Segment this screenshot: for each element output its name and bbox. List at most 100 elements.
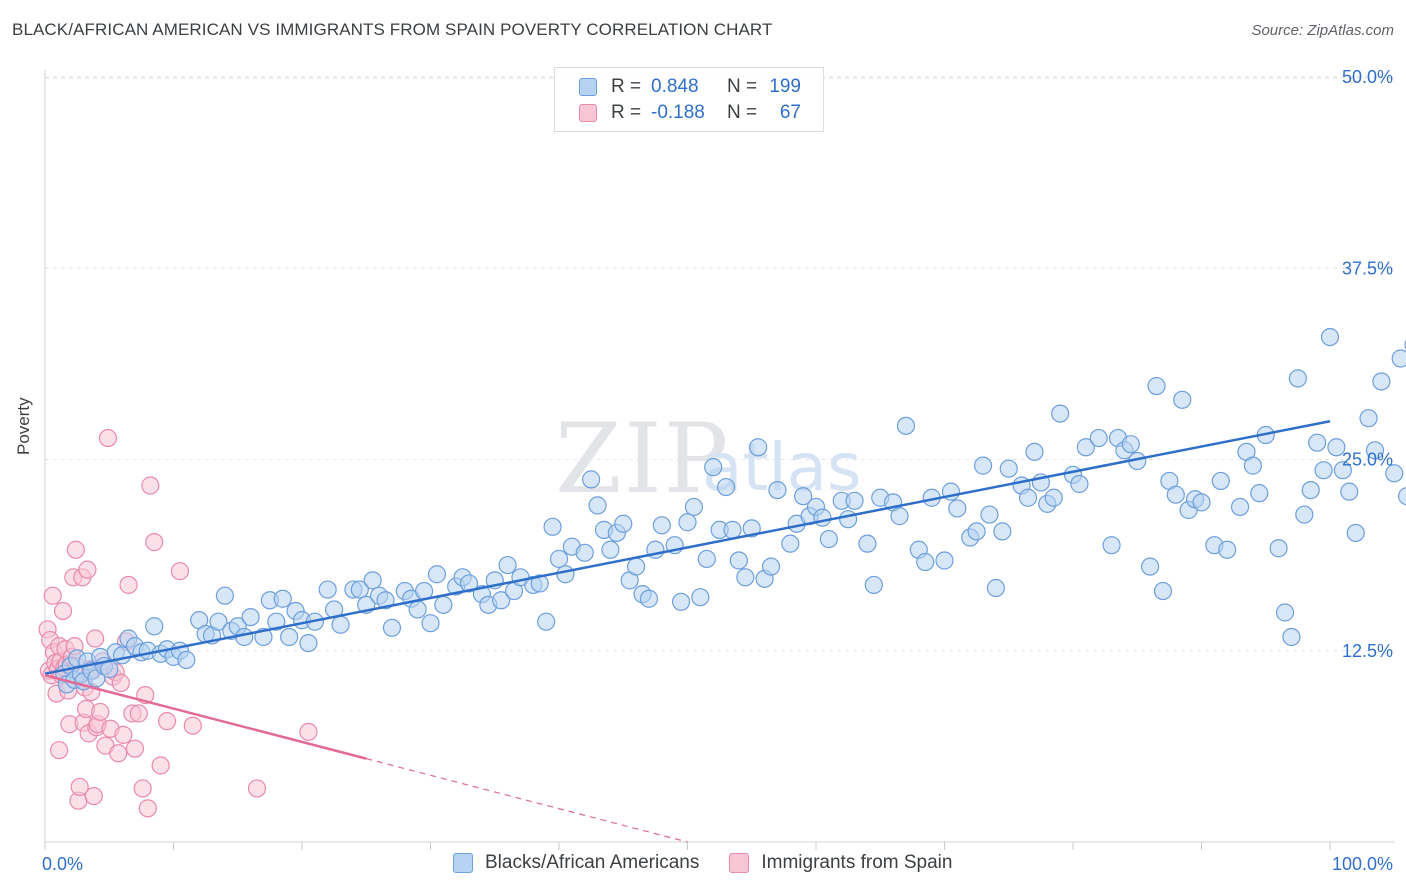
data-point-blacks: [948, 499, 967, 518]
data-point-blacks: [1385, 464, 1404, 483]
legend-row-pink: R = -0.188 N = 67: [579, 101, 801, 125]
data-point-spain: [129, 704, 148, 723]
data-point-blacks: [1301, 481, 1320, 500]
data-point-blacks: [1391, 349, 1406, 368]
correlation-legend: R = 0.848 N = 199 R = -0.188 N = 67: [554, 67, 824, 132]
data-point-spain: [53, 601, 73, 621]
data-point-blacks: [761, 557, 781, 576]
data-point-blacks: [421, 614, 440, 633]
data-point-blacks: [1320, 328, 1340, 347]
data-point-blacks: [273, 589, 292, 608]
data-point-blacks: [935, 551, 954, 570]
data-point-blacks: [671, 592, 691, 611]
data-point-spain: [70, 777, 89, 797]
data-point-spain: [66, 540, 85, 559]
data-point-blacks: [427, 565, 447, 584]
data-point-blacks: [980, 505, 999, 524]
data-point-blacks: [749, 438, 768, 457]
data-point-blacks: [459, 574, 479, 593]
data-point-blacks: [530, 574, 549, 593]
data-point-blacks: [209, 612, 228, 631]
legend-swatch-blue: [579, 78, 597, 96]
x-tick-label-min: 0.0%: [42, 854, 83, 874]
data-point-blacks: [543, 517, 562, 536]
legend-n-value: 67: [779, 102, 801, 123]
data-point-blacks: [614, 514, 633, 533]
legend-r-label: R =: [611, 102, 642, 123]
data-point-blacks: [864, 575, 883, 595]
data-point-blacks: [588, 496, 607, 515]
data-point-blacks: [299, 633, 318, 653]
data-point-blacks: [1372, 372, 1391, 391]
data-point-blacks: [1398, 487, 1406, 506]
data-point-blacks: [858, 534, 877, 553]
data-point-blacks: [794, 487, 813, 506]
legend-n-label: N =: [727, 102, 758, 123]
data-point-blacks: [1153, 581, 1173, 601]
data-point-blacks: [1295, 505, 1314, 524]
data-point-spain: [170, 562, 190, 581]
data-point-blacks: [813, 508, 832, 527]
data-point-blacks: [582, 470, 601, 489]
series-legend-item-spain: Immigrants from Spain: [729, 852, 952, 874]
data-point-blacks: [215, 586, 234, 605]
data-point-blacks: [280, 627, 299, 647]
data-point-blacks: [241, 607, 260, 627]
data-point-blacks: [408, 600, 427, 619]
data-point-blacks: [1346, 523, 1365, 543]
data-point-blacks: [1340, 482, 1359, 501]
data-point-blacks: [716, 477, 736, 497]
data-point-spain: [141, 476, 160, 495]
data-point-blacks: [678, 513, 697, 532]
legend-r-value: -0.188: [651, 102, 705, 123]
data-point-blacks: [376, 591, 395, 610]
data-point-blacks: [742, 519, 761, 538]
legend-swatch-pink: [579, 104, 597, 122]
source-label: Source: ZipAtlas.com: [1251, 22, 1394, 39]
data-point-blacks: [691, 588, 710, 607]
data-point-blacks: [318, 580, 337, 599]
y-tick-label: 37.5%: [1342, 258, 1393, 278]
data-point-blacks: [839, 510, 858, 529]
data-point-blacks: [1166, 485, 1185, 504]
legend-n-value: 199: [769, 76, 801, 97]
grid-layer: [45, 76, 1395, 652]
data-point-spain: [133, 779, 152, 798]
data-point-spain: [125, 739, 145, 758]
data-point-blacks: [1282, 627, 1301, 647]
data-point-blacks: [1147, 376, 1166, 396]
watermark-zip: ZIP: [555, 403, 730, 515]
data-point-blacks: [1044, 488, 1063, 507]
data-point-blacks: [267, 612, 286, 631]
data-point-blacks: [697, 549, 716, 569]
data-point-blacks: [1365, 441, 1385, 460]
legend-n-label: N =: [727, 76, 758, 97]
data-point-blacks: [1288, 369, 1307, 388]
data-point-blacks: [1269, 539, 1288, 558]
data-point-blacks: [1089, 428, 1108, 448]
data-point-blacks: [626, 557, 646, 576]
data-point-blacks: [382, 618, 402, 637]
data-point-blacks: [1102, 536, 1121, 555]
data-point-blacks: [1173, 390, 1192, 409]
data-point-spain: [109, 744, 128, 763]
data-point-blacks: [999, 459, 1018, 478]
data-point-blacks: [1211, 471, 1230, 491]
data-point-spain: [50, 741, 69, 760]
data-point-blacks: [575, 543, 594, 562]
data-point-spain: [151, 756, 170, 775]
trend-line-blacks: [44, 420, 1331, 675]
data-point-blacks: [723, 520, 742, 539]
data-point-blacks: [1359, 409, 1378, 428]
data-point-blacks: [498, 555, 517, 575]
data-point-spain: [114, 725, 133, 745]
data-point-blacks: [177, 650, 196, 670]
data-point-blacks: [537, 612, 556, 631]
data-point-blacks: [1327, 438, 1346, 457]
series-swatch-blue: [453, 853, 473, 873]
data-point-blacks: [1070, 474, 1089, 494]
data-point-blacks: [896, 416, 916, 435]
tick-labels: 12.5% 25.0% 37.5% 50.0% 0.0% 100.0%: [42, 67, 1393, 874]
data-point-blacks: [1218, 540, 1237, 559]
